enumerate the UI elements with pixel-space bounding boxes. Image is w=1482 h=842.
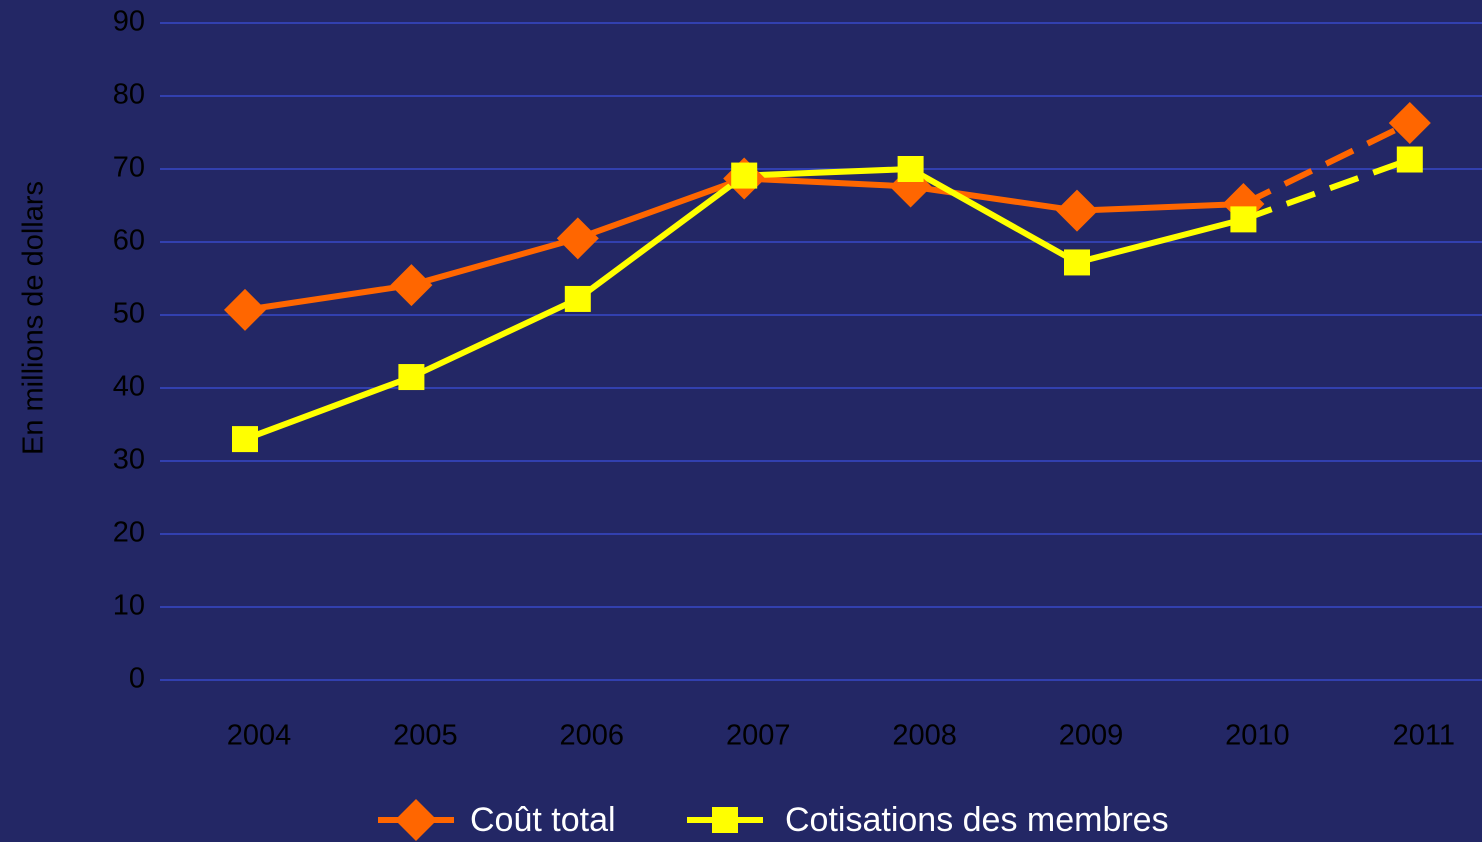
diamond-marker	[1388, 102, 1431, 145]
y-tick-label: 30	[113, 444, 145, 476]
y-tick-label: 90	[113, 6, 145, 38]
y-axis-label: En millions de dollars	[18, 181, 50, 455]
diamond-marker	[390, 264, 433, 307]
square-marker	[1396, 146, 1423, 173]
square-marker	[731, 162, 758, 189]
square-marker	[564, 285, 591, 312]
diamond-marker	[556, 217, 599, 260]
square-marker	[232, 426, 258, 453]
x-tick-label: 2009	[1059, 720, 1124, 752]
x-tick-label: 2006	[560, 720, 625, 752]
diamond-marker	[224, 288, 266, 331]
diamond-marker	[395, 799, 437, 841]
dashed-line	[1242, 156, 1411, 223]
diamond-marker	[1056, 189, 1098, 232]
x-tick-label: 2007	[726, 720, 791, 752]
y-tick-label: 10	[113, 590, 145, 622]
square-marker	[1064, 249, 1090, 276]
square-marker	[712, 807, 738, 833]
y-tick-label: 20	[113, 517, 145, 549]
square-marker	[1230, 206, 1257, 233]
x-tick-label: 2005	[393, 720, 458, 752]
x-tick-label: 2010	[1225, 720, 1290, 752]
legend-label: Cotisations des membres	[785, 801, 1169, 839]
x-tick-label: 2011	[1393, 720, 1455, 752]
x-tick-label: 2004	[227, 720, 292, 752]
square-marker	[398, 364, 425, 391]
y-tick-label: 70	[113, 152, 145, 184]
y-tick-label: 60	[113, 225, 145, 257]
x-tick-label: 2008	[892, 720, 957, 752]
legend-label: Coût total	[470, 801, 616, 839]
y-tick-label: 80	[113, 79, 145, 111]
y-tick-label: 50	[113, 298, 145, 330]
y-tick-label: 0	[129, 663, 145, 695]
dashed-line	[1242, 120, 1412, 207]
square-marker	[897, 156, 924, 182]
y-tick-label: 40	[113, 371, 145, 403]
